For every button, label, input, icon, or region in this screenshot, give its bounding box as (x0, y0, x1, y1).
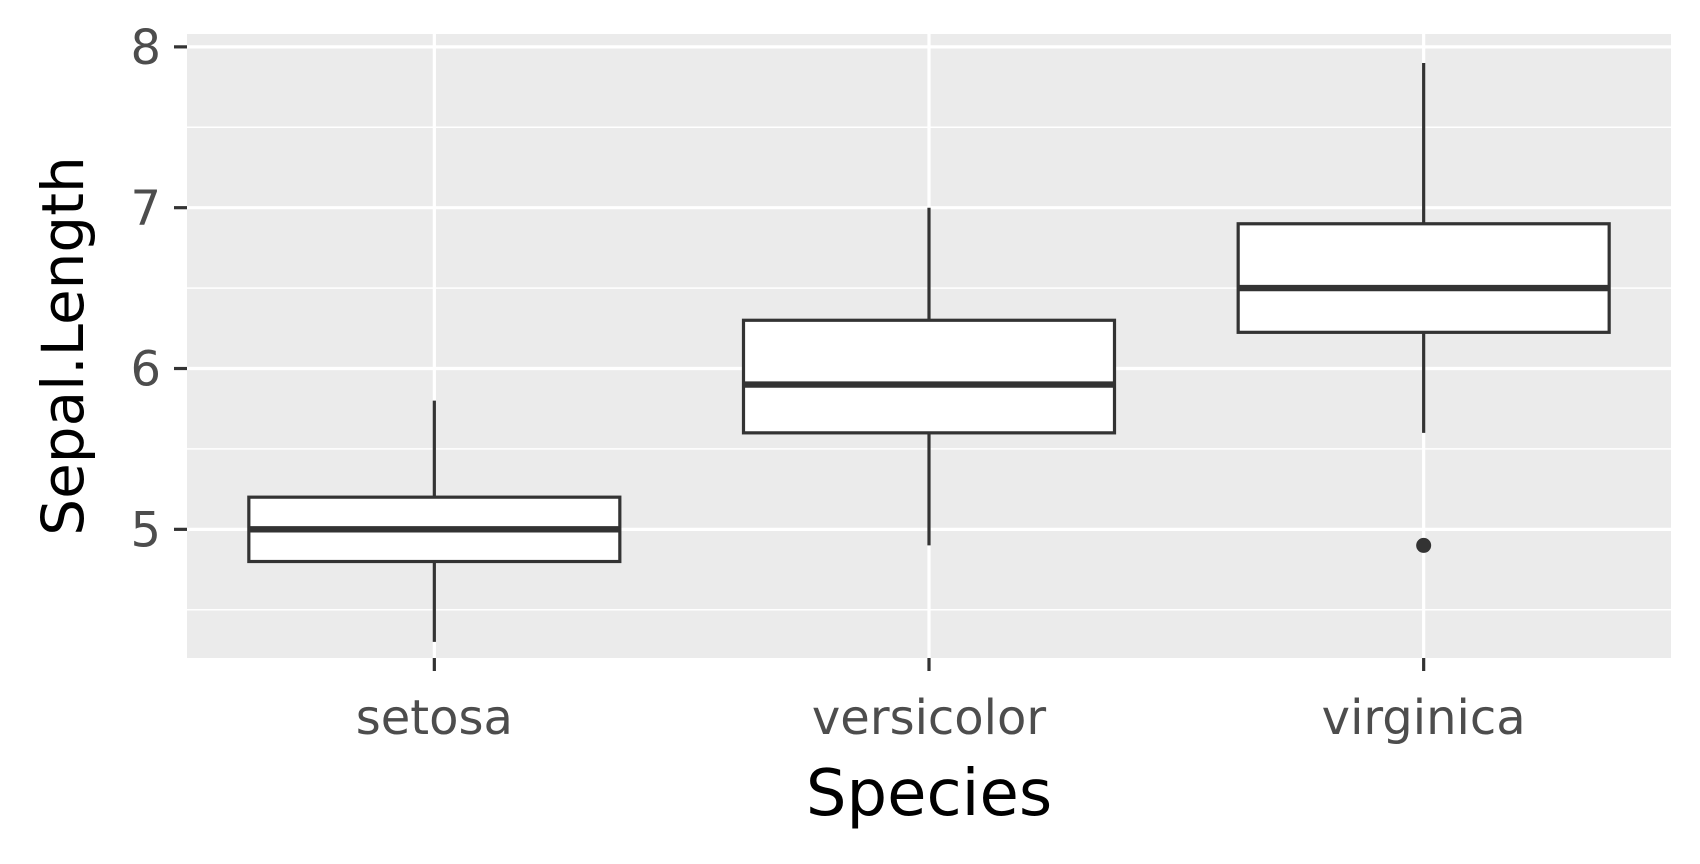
axes-layer: 5 6 7 8 setosa versicolor virginica (130, 20, 1525, 746)
boxes-layer (247, 62, 1611, 642)
box-virginica (1236, 62, 1611, 553)
x-tick-label: versicolor (812, 690, 1046, 746)
y-tick-label: 5 (130, 502, 161, 558)
y-tick-label: 6 (130, 342, 161, 398)
box-setosa (247, 400, 622, 642)
box-versicolor (741, 207, 1117, 546)
box-body (1236, 222, 1611, 334)
y-tick-label: 7 (130, 181, 161, 237)
x-tick-label: setosa (356, 690, 513, 746)
box-body (741, 318, 1117, 435)
y-tick-label: 8 (130, 20, 161, 76)
x-tick-label: virginica (1322, 690, 1526, 746)
outlier-point (1416, 537, 1432, 553)
x-axis-title: Species (806, 757, 1052, 831)
y-axis-title: Sepal.Length (29, 156, 97, 535)
